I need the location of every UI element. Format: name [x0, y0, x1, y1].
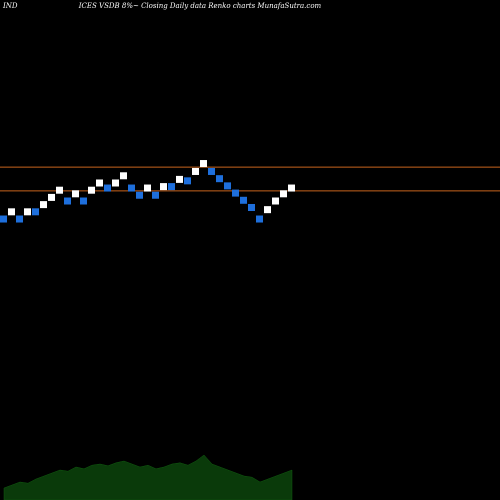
volume-area [3, 454, 293, 500]
brick [256, 215, 263, 223]
brick [112, 179, 119, 187]
brick [16, 215, 23, 223]
brick [216, 175, 223, 183]
brick [32, 208, 39, 216]
brick [120, 172, 127, 180]
brick [80, 197, 87, 205]
brick [128, 184, 135, 192]
brick [56, 186, 63, 194]
brick [192, 167, 199, 175]
brick [200, 160, 207, 168]
brick [224, 182, 231, 190]
brick [96, 179, 103, 187]
brick [8, 208, 15, 216]
brick [48, 193, 55, 201]
brick [168, 183, 175, 191]
brick [136, 191, 143, 199]
brick [24, 208, 31, 216]
brick [152, 191, 159, 199]
chart-ticker: IND [2, 2, 18, 10]
brick [272, 197, 279, 205]
brick [288, 184, 295, 192]
brick [88, 186, 95, 194]
brick [280, 190, 287, 198]
brick [208, 167, 215, 175]
brick [248, 203, 255, 211]
brick [40, 201, 47, 209]
brick [144, 184, 151, 192]
brick [64, 197, 71, 205]
brick [104, 184, 111, 192]
brick [160, 183, 167, 191]
chart-title: ICES VSDB 8%~ Closing Daily data Renko c… [78, 2, 322, 10]
brick [264, 206, 271, 214]
brick [184, 177, 191, 185]
brick [240, 196, 247, 204]
brick [0, 215, 7, 223]
brick [232, 189, 239, 197]
brick [176, 175, 183, 183]
brick [72, 190, 79, 198]
